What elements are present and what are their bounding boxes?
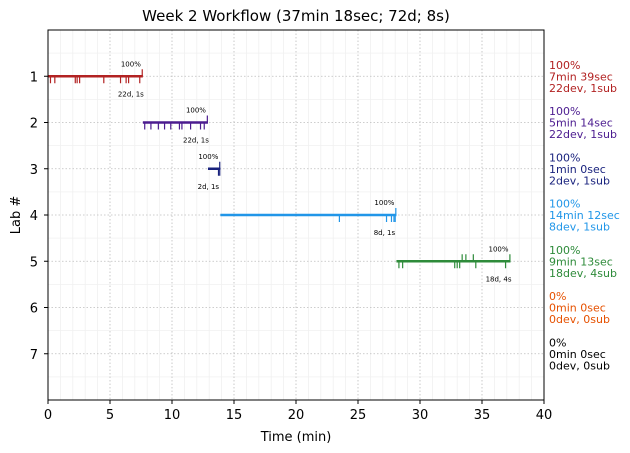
lab-1-summary-line: 100% (549, 59, 580, 72)
lab-1-summary-line: 7min 39sec (549, 70, 613, 83)
lab-4-counts-label: 8d, 1s (374, 229, 396, 237)
x-axis: 0 5 10 15 20 25 30 35 40 (44, 400, 552, 423)
x-tick-label: 5 (106, 408, 114, 423)
lab-5-summary-line: 9min 13sec (549, 255, 613, 268)
x-tick-label: 0 (44, 408, 52, 423)
lab-5-summary-line: 100% (549, 244, 580, 257)
y-tick-label: 7 (30, 348, 38, 363)
lab-4-percent-label: 100% (374, 199, 394, 207)
y-tick-label: 3 (30, 163, 38, 178)
lab-6-summary-line: 0% (549, 290, 566, 303)
chart-title: Week 2 Workflow (37min 18sec; 72d; 8s) (142, 7, 450, 25)
x-tick-label: 40 (536, 408, 553, 423)
lab-7-summary-line: 0dev, 0sub (549, 359, 610, 372)
y-axis-title: Lab # (9, 196, 24, 235)
lab-3-summary-line: 100% (549, 151, 580, 164)
lab-7-summary-line: 0min 0sec (549, 348, 606, 361)
lab-5-summary-line: 18dev, 4sub (549, 267, 617, 280)
x-tick-label: 15 (226, 408, 243, 423)
lab-6-summary-line: 0dev, 0sub (549, 313, 610, 326)
x-tick-label: 10 (164, 408, 181, 423)
lab-3-summary-line: 2dev, 1sub (549, 174, 610, 187)
y-tick-label: 2 (30, 117, 38, 132)
y-tick-label: 6 (30, 302, 38, 317)
y-tick-label: 4 (30, 209, 38, 224)
lab-5-counts-label: 18d, 4s (486, 275, 512, 283)
x-axis-title: Time (min) (260, 430, 332, 445)
lab-2-summary-line: 22dev, 1sub (549, 128, 617, 141)
lab-4-summary-line: 8dev, 1sub (549, 221, 610, 234)
lab-3-summary-line: 1min 0sec (549, 163, 606, 176)
y-tick-label: 1 (30, 70, 38, 85)
lab-4-summary-line: 14min 12sec (549, 209, 620, 222)
y-axis: 1 2 3 4 5 6 7 (30, 70, 48, 363)
lab-5-percent-label: 100% (489, 245, 509, 253)
lab-1-counts-label: 22d, 1s (118, 90, 144, 98)
lab-3-percent-label: 100% (198, 153, 218, 161)
x-tick-label: 35 (474, 408, 491, 423)
y-tick-label: 5 (30, 255, 38, 270)
lab-7-summary-line: 0% (549, 336, 566, 349)
lab-6-summary-line: 0min 0sec (549, 302, 606, 315)
lab-4-summary-line: 100% (549, 198, 580, 211)
x-tick-label: 25 (350, 408, 367, 423)
lab-1-percent-label: 100% (121, 60, 141, 68)
lab-2-summary-line: 5min 14sec (549, 117, 613, 130)
lab-2-summary-line: 100% (549, 105, 580, 118)
x-tick-label: 30 (412, 408, 429, 423)
lab-1-summary-line: 22dev, 1sub (549, 82, 617, 95)
lab-2-percent-label: 100% (186, 107, 206, 115)
x-tick-label: 20 (288, 408, 305, 423)
lab-bars: 100% 22d, 1s 100% 22d, 1s 100% 2d, 1s 100% 8d, … (48, 60, 512, 283)
lab-2-counts-label: 22d, 1s (183, 137, 209, 145)
lab-3-counts-label: 2d, 1s (198, 183, 220, 191)
